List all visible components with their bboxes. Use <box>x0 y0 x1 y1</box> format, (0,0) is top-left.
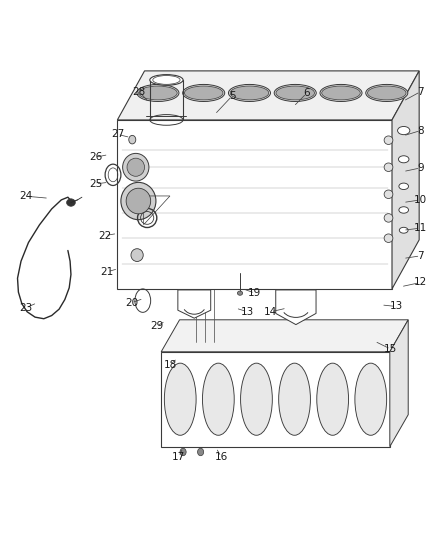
Text: 29: 29 <box>150 321 163 331</box>
Polygon shape <box>117 120 392 289</box>
Ellipse shape <box>164 363 196 435</box>
Text: 8: 8 <box>417 126 424 135</box>
Text: 21: 21 <box>101 267 114 277</box>
Text: 13: 13 <box>390 302 403 311</box>
Ellipse shape <box>230 86 269 100</box>
Ellipse shape <box>127 158 145 176</box>
Text: 12: 12 <box>414 278 427 287</box>
Text: 19: 19 <box>248 288 261 298</box>
Ellipse shape <box>139 86 177 100</box>
Polygon shape <box>392 71 419 289</box>
Text: 7: 7 <box>417 251 424 261</box>
Text: 16: 16 <box>215 452 228 462</box>
Text: 26: 26 <box>89 152 102 162</box>
Text: 27: 27 <box>111 130 124 139</box>
Ellipse shape <box>317 363 349 435</box>
Ellipse shape <box>276 86 314 100</box>
Ellipse shape <box>322 86 360 100</box>
Ellipse shape <box>399 183 409 190</box>
Ellipse shape <box>240 363 272 435</box>
Polygon shape <box>117 71 419 120</box>
Text: 10: 10 <box>414 195 427 205</box>
Ellipse shape <box>126 188 151 214</box>
Text: 24: 24 <box>19 191 32 201</box>
Ellipse shape <box>384 214 393 222</box>
Ellipse shape <box>399 156 409 163</box>
Ellipse shape <box>123 154 149 181</box>
Text: 17: 17 <box>172 452 185 462</box>
Text: 23: 23 <box>19 303 32 313</box>
Ellipse shape <box>121 182 156 220</box>
Ellipse shape <box>184 86 223 100</box>
Ellipse shape <box>131 249 143 262</box>
Text: 11: 11 <box>414 223 427 233</box>
Ellipse shape <box>129 135 136 144</box>
Ellipse shape <box>229 84 271 101</box>
Ellipse shape <box>237 291 243 295</box>
Ellipse shape <box>384 163 393 172</box>
Ellipse shape <box>399 207 409 213</box>
Text: 20: 20 <box>125 298 138 308</box>
Text: 5: 5 <box>229 91 236 101</box>
Text: 7: 7 <box>417 87 424 96</box>
Ellipse shape <box>274 84 316 101</box>
Ellipse shape <box>384 190 393 198</box>
Ellipse shape <box>367 86 406 100</box>
Text: 15: 15 <box>384 344 397 354</box>
Text: 14: 14 <box>264 307 277 317</box>
Ellipse shape <box>399 227 408 233</box>
Ellipse shape <box>366 84 408 101</box>
Text: 28: 28 <box>133 87 146 96</box>
Ellipse shape <box>180 448 186 456</box>
Ellipse shape <box>279 363 311 435</box>
Ellipse shape <box>384 136 393 144</box>
Polygon shape <box>178 290 211 318</box>
Polygon shape <box>390 320 408 447</box>
Text: 6: 6 <box>303 88 310 98</box>
Ellipse shape <box>202 363 234 435</box>
Ellipse shape <box>137 84 179 101</box>
Ellipse shape <box>384 234 393 243</box>
Text: 9: 9 <box>417 163 424 173</box>
Text: 13: 13 <box>241 307 254 317</box>
Ellipse shape <box>150 75 183 85</box>
Text: 22: 22 <box>99 231 112 240</box>
Polygon shape <box>161 320 408 352</box>
Polygon shape <box>276 290 316 325</box>
Ellipse shape <box>198 448 204 456</box>
Ellipse shape <box>320 84 362 101</box>
Ellipse shape <box>355 363 387 435</box>
Polygon shape <box>161 352 390 447</box>
Text: 18: 18 <box>163 360 177 370</box>
Ellipse shape <box>398 126 410 135</box>
Ellipse shape <box>67 199 75 206</box>
Text: 25: 25 <box>89 179 102 189</box>
Ellipse shape <box>183 84 225 101</box>
